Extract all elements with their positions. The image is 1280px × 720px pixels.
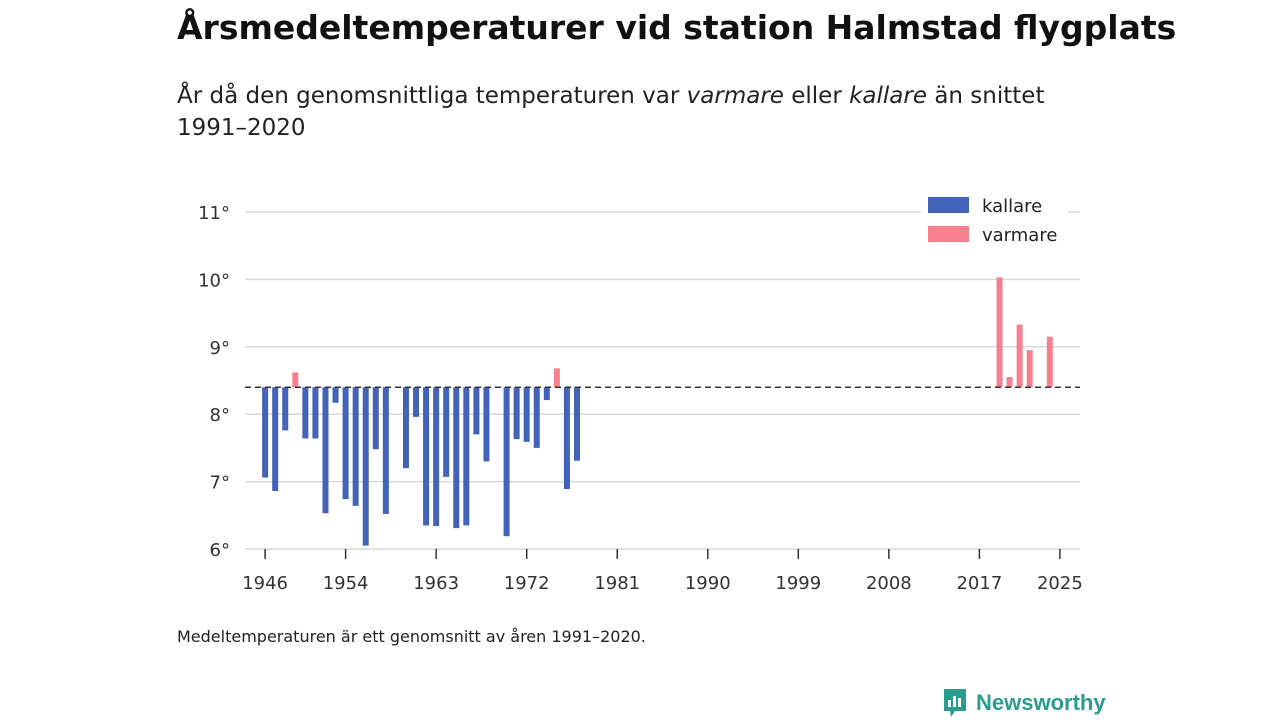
bar-colder [563,387,570,490]
bar-colder [573,387,580,461]
bar-warmer [1046,336,1053,388]
legend-label-warmer: varmare [982,225,1057,246]
brand-logo: Newsworthy [942,686,1106,720]
footnote: Medeltemperaturen är ett genomsnitt av å… [177,627,646,646]
bar-colder [402,387,409,469]
legend-label-colder: kallare [982,196,1042,217]
bar-colder [473,387,480,435]
bar-warmer [1026,350,1033,388]
bar-colder [282,387,289,431]
bar-warmer [1006,377,1013,388]
chart-subtitle: År då den genomsnittliga temperaturen va… [177,80,1057,144]
bar-colder [503,387,510,537]
bar-colder [272,387,279,492]
bar-colder [352,387,359,506]
subtitle-text-3: än snittet 1991–2020 [177,83,1045,141]
bar-colder [413,387,420,417]
bar-colder [433,387,440,527]
y-tick-label: 6° [210,540,230,561]
subtitle-warm-word: varmare [686,83,784,109]
bar-colder [453,387,460,529]
bar-colder [523,387,530,442]
y-tick-label: 11° [198,203,230,224]
y-tick-label: 7° [210,473,230,494]
subtitle-cold-word: kallare [849,83,928,109]
bar-colder [423,387,430,526]
x-tick-label: 1981 [594,573,640,594]
x-tick-label: 1954 [323,573,369,594]
chart-title: Årsmedeltemperaturer vid station Halmsta… [177,8,1177,47]
bar-colder [382,387,389,514]
y-tick-label: 9° [210,338,230,359]
bar-colder [443,387,450,477]
legend-swatch-warmer [928,226,969,242]
bar-warmer [996,277,1003,388]
subtitle-text-2: eller [783,83,850,109]
bar-colder [312,387,319,439]
bar-colder [372,387,379,450]
bar-colder [483,387,490,462]
x-tick-label: 2008 [866,573,912,594]
bar-warmer [1016,324,1023,388]
bar-colder [543,387,550,401]
bar-colder [533,387,540,448]
bar-colder [362,387,369,546]
bar-colder [302,387,309,439]
bar-colder [322,387,329,514]
y-tick-label: 10° [198,270,230,291]
y-tick-label: 8° [210,405,230,426]
x-tick-label: 1972 [504,573,550,594]
subtitle-text-1: År då den genomsnittliga temperaturen va… [177,83,687,109]
x-tick-label: 1963 [413,573,459,594]
bar-colder [342,387,349,500]
bar-warmer [553,368,560,388]
bar-warmer [292,372,299,388]
bar-colder [332,387,339,403]
bar-colder [513,387,520,440]
bar-colder [262,387,269,478]
bar-colder [463,387,470,526]
x-tick-label: 2025 [1037,573,1083,594]
x-tick-label: 1946 [242,573,288,594]
x-tick-label: 2017 [956,573,1002,594]
x-tick-label: 1999 [775,573,821,594]
x-tick-label: 1990 [685,573,731,594]
newsworthy-logo-icon [944,689,966,717]
legend-swatch-colder [928,197,969,213]
brand-name: Newsworthy [976,690,1106,715]
